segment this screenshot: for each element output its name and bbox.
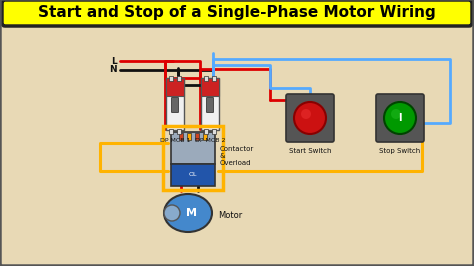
Text: N: N [109, 65, 117, 74]
Text: I: I [398, 113, 402, 123]
Text: DP MCB 2: DP MCB 2 [195, 138, 225, 143]
Text: OL: OL [189, 172, 197, 177]
FancyBboxPatch shape [172, 98, 179, 113]
Bar [179, 133, 183, 140]
FancyBboxPatch shape [171, 132, 215, 164]
Text: Motor: Motor [218, 211, 242, 221]
Ellipse shape [164, 194, 212, 232]
Text: Stop Switch: Stop Switch [379, 148, 420, 154]
Text: M: M [186, 208, 198, 218]
Bar [212, 76, 216, 81]
Text: L: L [111, 56, 117, 65]
Circle shape [294, 102, 326, 134]
Bar [177, 76, 181, 81]
Bar [201, 78, 219, 96]
Bar [177, 129, 181, 134]
Bar [212, 129, 216, 134]
Bar [169, 76, 173, 81]
Text: Contactor
&
Overload: Contactor & Overload [220, 146, 254, 166]
Bar [204, 129, 208, 134]
Bar [166, 78, 184, 96]
FancyBboxPatch shape [376, 94, 424, 142]
Bar [195, 133, 199, 140]
Circle shape [384, 102, 416, 134]
FancyBboxPatch shape [171, 164, 215, 186]
Text: DP MCB 1: DP MCB 1 [160, 138, 190, 143]
Circle shape [391, 109, 401, 119]
Bar [169, 129, 173, 134]
Bar [187, 133, 191, 140]
FancyBboxPatch shape [286, 94, 334, 142]
FancyBboxPatch shape [166, 78, 184, 130]
Text: Start and Stop of a Single-Phase Motor Wiring: Start and Stop of a Single-Phase Motor W… [38, 6, 436, 20]
Text: Start Switch: Start Switch [289, 148, 331, 154]
FancyBboxPatch shape [207, 98, 213, 113]
FancyBboxPatch shape [201, 78, 219, 130]
Bar [203, 133, 207, 140]
Bar [204, 76, 208, 81]
Circle shape [301, 109, 311, 119]
Circle shape [164, 205, 180, 221]
FancyBboxPatch shape [2, 0, 472, 26]
